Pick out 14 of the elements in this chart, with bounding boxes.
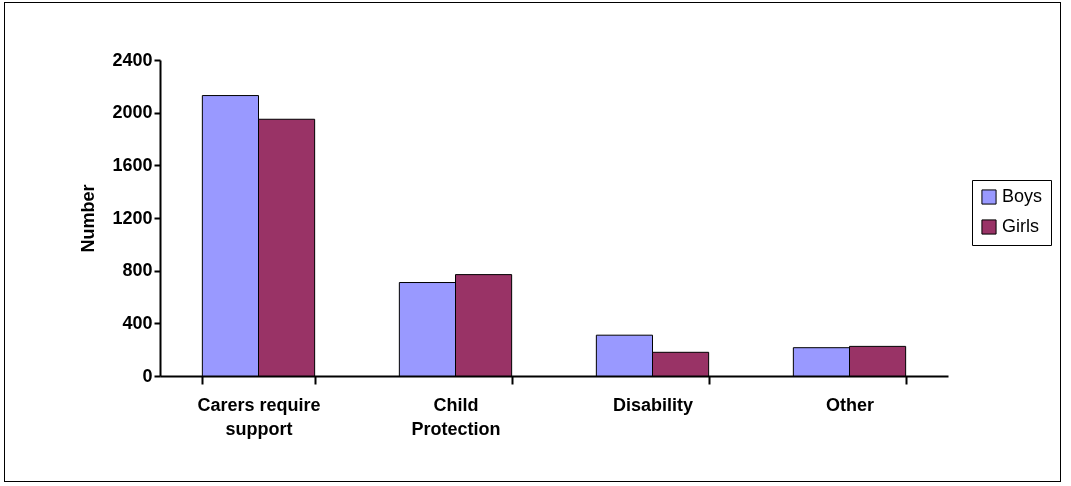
- y-tick-label: 2000: [112, 102, 153, 123]
- x-tick-label: Other: [825, 394, 875, 415]
- x-tick-label: Child Protection: [411, 394, 501, 439]
- y-tick-label: 800: [122, 260, 153, 281]
- legend-label: Boys: [1002, 186, 1043, 206]
- y-tick-label: 0: [142, 365, 153, 386]
- y-tick-label: 2400: [112, 49, 153, 70]
- y-tick-label: 400: [122, 312, 153, 333]
- x-tick-label: Carers require support: [197, 394, 321, 439]
- y-tick-label: 1600: [112, 154, 153, 175]
- x-tick-label: Disability: [612, 394, 694, 415]
- y-tick-label: 1200: [112, 207, 153, 228]
- legend-label: Girls: [1002, 216, 1039, 236]
- y-axis-title: Number: [78, 184, 99, 253]
